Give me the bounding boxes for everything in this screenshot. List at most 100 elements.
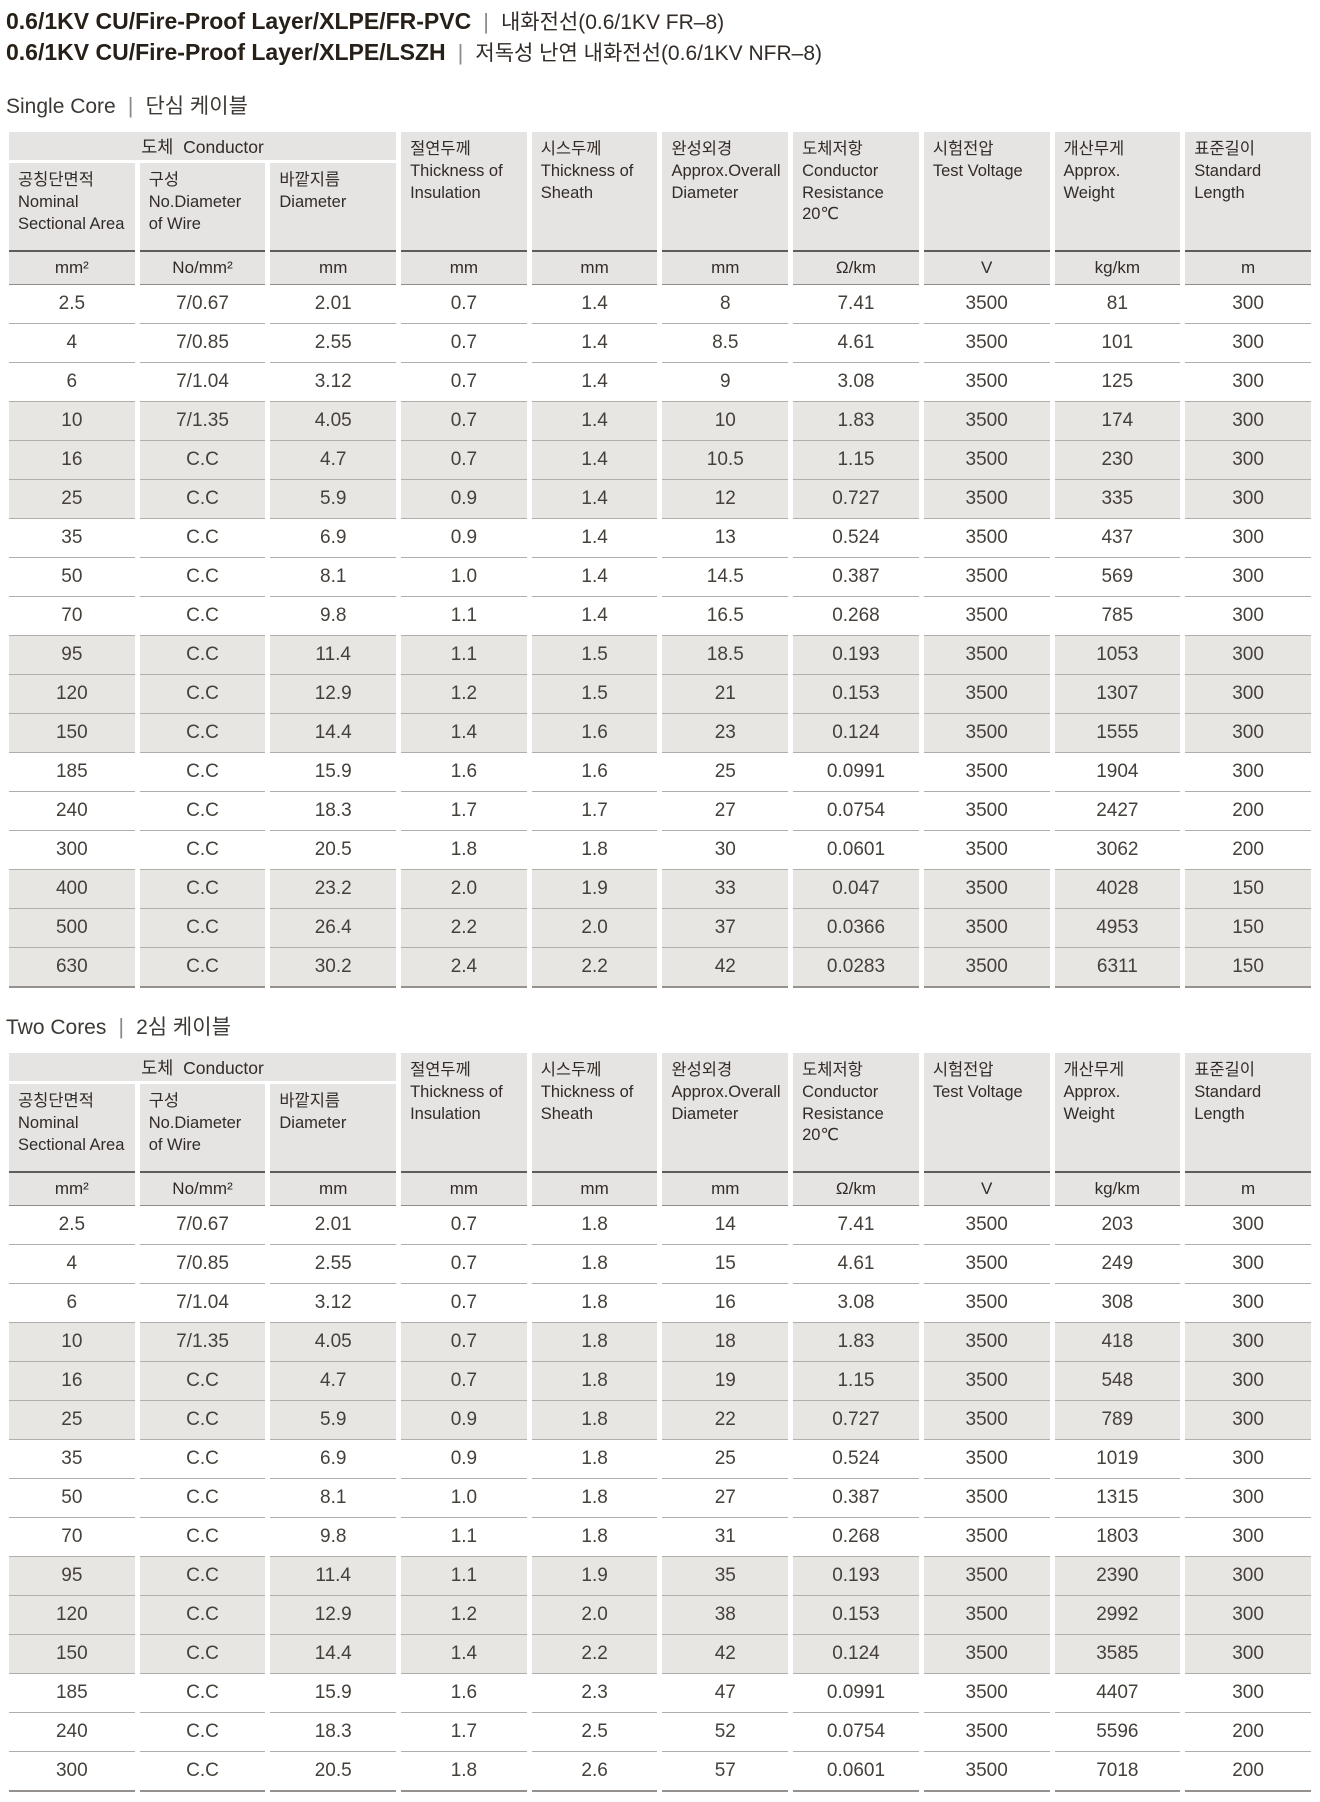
table-cell: 3.08 — [793, 1284, 919, 1323]
table-row: 70 C.C 9.8 1.1 1.8 31 0.268 3500 1803 300 — [9, 1518, 1311, 1557]
header-row-sub: 공칭단면적 Nominal Sectional Area 구성 No.Diamet… — [9, 163, 1311, 252]
table-cell: 0.7 — [401, 1284, 527, 1323]
table-cell: 200 — [1185, 831, 1311, 870]
column-header: 시험전압 Test Voltage — [923, 1053, 1050, 1173]
table-cell: 0.0754 — [793, 792, 919, 831]
conductor-group-header: 도체 Conductor — [9, 132, 397, 163]
table-cell: 240 — [9, 1713, 135, 1752]
table-cell: 19 — [662, 1362, 789, 1401]
column-header: 공칭단면적 Nominal Sectional Area — [9, 1084, 135, 1173]
table-cell: 1.1 — [401, 597, 527, 636]
table-row: 400 C.C 23.2 2.0 1.9 33 0.047 3500 4028 150 — [9, 870, 1311, 909]
table-cell: 42 — [662, 948, 789, 988]
table-cell: 5.9 — [270, 1401, 397, 1440]
table-cell: C.C — [139, 1362, 266, 1401]
table-cell: 3500 — [923, 1635, 1050, 1674]
table-cell: 1.83 — [793, 1323, 919, 1362]
table-cell: 569 — [1054, 558, 1181, 597]
table-cell: 13 — [662, 519, 789, 558]
table-cell: 7.41 — [793, 1206, 919, 1245]
table-body: 2.5 7/0.67 2.01 0.7 1.8 14 7.41 3500 203 300 4 7/0.… — [9, 1206, 1311, 1792]
table-cell: 25 — [9, 1401, 135, 1440]
table-cell: 400 — [9, 870, 135, 909]
page-header: 0.6/1KV CU/Fire-Proof Layer/XLPE/FR-PVC |… — [4, 8, 1316, 67]
table-row: 25 C.C 5.9 0.9 1.4 12 0.727 3500 335 300 — [9, 480, 1311, 519]
table-cell: 0.9 — [401, 519, 527, 558]
title-separator: | — [457, 40, 464, 65]
table-cell: 6 — [9, 1284, 135, 1323]
table-cell: 2390 — [1054, 1557, 1181, 1596]
table-cell: 240 — [9, 792, 135, 831]
table-cell: C.C — [139, 948, 266, 988]
table-cell: 1315 — [1054, 1479, 1181, 1518]
table-cell: 47 — [662, 1674, 789, 1713]
table-cell: 0.0283 — [793, 948, 919, 988]
table-cell: 30.2 — [270, 948, 397, 988]
table-cell: 3500 — [923, 1206, 1050, 1245]
table-cell: 2.6 — [531, 1752, 658, 1792]
table-cell: 23.2 — [270, 870, 397, 909]
table-cell: 20.5 — [270, 1752, 397, 1792]
table-body: 2.5 7/0.67 2.01 0.7 1.4 8 7.41 3500 81 300 4 7/0.85… — [9, 285, 1311, 988]
table-cell: 0.268 — [793, 597, 919, 636]
table-cell: 70 — [9, 1518, 135, 1557]
table-cell: 1.4 — [531, 363, 658, 402]
column-header: 도체저항 Conductor Resistance 20℃ — [793, 1053, 919, 1173]
table-cell: 3062 — [1054, 831, 1181, 870]
table-cell: 95 — [9, 1557, 135, 1596]
table-cell: 1.8 — [531, 1362, 658, 1401]
table-row: 50 C.C 8.1 1.0 1.4 14.5 0.387 3500 569 300 — [9, 558, 1311, 597]
table-cell: 0.9 — [401, 1401, 527, 1440]
table-cell: 12 — [662, 480, 789, 519]
table-cell: 3500 — [923, 597, 1050, 636]
table-row: 500 C.C 26.4 2.2 2.0 37 0.0366 3500 4953 150 — [9, 909, 1311, 948]
table-cell: 3500 — [923, 519, 1050, 558]
table-cell: 0.0991 — [793, 753, 919, 792]
column-header: 표준길이 Standard Length — [1185, 1053, 1311, 1173]
table-cell: 14.4 — [270, 714, 397, 753]
table-cell: 1.15 — [793, 441, 919, 480]
table-cell: 15.9 — [270, 753, 397, 792]
column-header: 완성외경 Approx.Overall Diameter — [662, 132, 789, 252]
table-cell: 300 — [1185, 1362, 1311, 1401]
table-cell: 0.0991 — [793, 1674, 919, 1713]
table-cell: 0.7 — [401, 1362, 527, 1401]
unit-label: mm — [401, 1173, 527, 1206]
table-cell: 38 — [662, 1596, 789, 1635]
table-cell: 1.8 — [531, 1323, 658, 1362]
table-cell: 0.7 — [401, 1206, 527, 1245]
column-header: 구성 No.Diameter of Wire — [139, 163, 266, 252]
unit-label: mm — [662, 252, 789, 285]
table-row: 95 C.C 11.4 1.1 1.5 18.5 0.193 3500 1053 300 — [9, 636, 1311, 675]
table-cell: 1.4 — [531, 597, 658, 636]
header-row-group: 도체 Conductor 절연두께 Thickness of Insulation… — [9, 1053, 1311, 1173]
table-cell: 5596 — [1054, 1713, 1181, 1752]
table-cell: C.C — [139, 558, 266, 597]
table-row: 185 C.C 15.9 1.6 1.6 25 0.0991 3500 1904 300 — [9, 753, 1311, 792]
table-cell: 1.5 — [531, 675, 658, 714]
table-cell: 3500 — [923, 441, 1050, 480]
table-cell: C.C — [139, 480, 266, 519]
table-cell: 150 — [1185, 909, 1311, 948]
table-cell: 230 — [1054, 441, 1181, 480]
table-cell: 7/1.35 — [139, 1323, 266, 1362]
table-cell: 8.1 — [270, 1479, 397, 1518]
table-cell: 3500 — [923, 1401, 1050, 1440]
table-cell: 120 — [9, 675, 135, 714]
table-cell: 4 — [9, 324, 135, 363]
table-cell: 3500 — [923, 1323, 1050, 1362]
table-cell: 150 — [1185, 948, 1311, 988]
table-cell: 1.8 — [401, 1752, 527, 1792]
column-header: 바깥지름 Diameter — [270, 1084, 397, 1173]
table-cell: 0.7 — [401, 402, 527, 441]
table-cell: 18.3 — [270, 792, 397, 831]
column-header: 개산무게 Approx. Weight — [1054, 132, 1181, 252]
table-cell: 6311 — [1054, 948, 1181, 988]
table-cell: 2.01 — [270, 1206, 397, 1245]
table-cell: 35 — [9, 519, 135, 558]
table-cell: 10 — [9, 402, 135, 441]
table-cell: 16 — [9, 1362, 135, 1401]
table-cell: 0.0601 — [793, 1752, 919, 1792]
table-cell: 200 — [1185, 1713, 1311, 1752]
table-cell: 4407 — [1054, 1674, 1181, 1713]
